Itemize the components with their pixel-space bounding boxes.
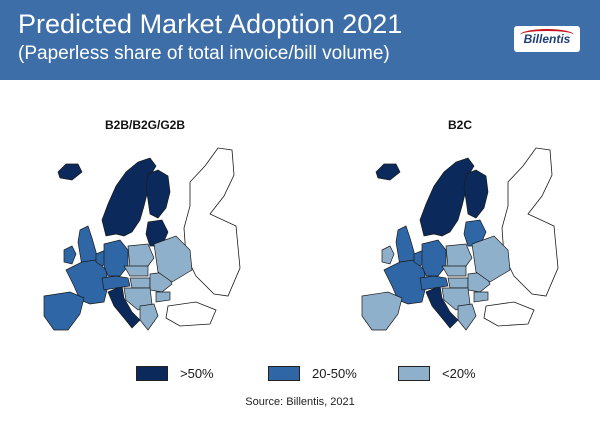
region-poland [127, 243, 155, 269]
region-czech-slovakia [123, 265, 149, 277]
region-poland [445, 243, 473, 269]
region-alps [419, 275, 449, 291]
region-ukraine-belarus [471, 235, 511, 283]
region-greece [457, 303, 477, 331]
region-france [383, 259, 427, 305]
legend-item-mid: 20-50% [268, 366, 378, 382]
legend-label-high: >50% [180, 366, 214, 381]
legend-swatch-low [398, 366, 430, 381]
logo-text: Billentis [523, 32, 571, 46]
page-title: Predicted Market Adoption 2021 [18, 9, 403, 39]
legend-label-mid: 20-50% [312, 366, 357, 381]
map-b2b [43, 147, 241, 331]
logo-swoosh-icon [520, 29, 574, 41]
legend-item-low: <20% [398, 366, 498, 382]
region-greece [139, 303, 159, 331]
region-bulgaria [473, 291, 489, 303]
region-ireland [381, 245, 395, 265]
legend-swatch-mid [268, 366, 300, 381]
region-iberia [361, 291, 403, 331]
region-germany [421, 239, 447, 277]
region-turkey [165, 301, 217, 327]
region-scandinavia [419, 157, 475, 237]
region-alps [101, 275, 131, 291]
region-france [65, 259, 109, 305]
region-finland [145, 169, 171, 219]
region-iceland [375, 163, 401, 181]
region-iberia [43, 291, 85, 331]
region-iceland [57, 163, 83, 181]
legend-label-low: <20% [442, 366, 476, 381]
map-title-b2c: B2C [447, 118, 472, 132]
region-non-eu-russia [183, 147, 241, 297]
region-finland [463, 169, 489, 219]
region-scandinavia [101, 157, 157, 237]
region-hungary [447, 277, 469, 289]
billentis-logo: Billentis [514, 26, 580, 52]
region-hungary [129, 277, 151, 289]
region-czech-slovakia [441, 265, 467, 277]
map-title-b2b: B2B/B2G/G2B [104, 118, 186, 132]
region-bulgaria [155, 291, 171, 303]
legend-swatch-high [136, 366, 168, 381]
region-non-eu-russia [501, 147, 559, 297]
region-ireland [63, 245, 77, 265]
map-b2c [361, 147, 559, 331]
region-turkey [483, 301, 535, 327]
region-ukraine-belarus [153, 235, 193, 283]
region-germany [103, 239, 129, 277]
header-banner: Predicted Market Adoption 2021 (Paperles… [0, 0, 600, 80]
source-note: Source: Billentis, 2021 [245, 396, 355, 408]
page-subtitle: (Paperless share of total invoice/bill v… [18, 43, 390, 64]
legend-item-high: >50% [136, 366, 236, 382]
